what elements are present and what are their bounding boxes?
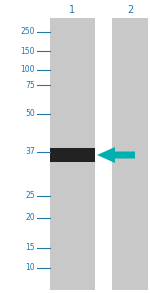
Bar [50,148,95,162]
Text: 20: 20 [25,214,35,222]
Text: 150: 150 [21,47,35,55]
Bar [50,18,95,290]
Text: 15: 15 [25,243,35,253]
Bar [112,18,148,290]
Polygon shape [97,147,135,163]
Text: 25: 25 [25,192,35,200]
Text: 10: 10 [25,263,35,272]
Text: 2: 2 [127,5,133,15]
Text: 37: 37 [25,147,35,156]
Text: 250: 250 [21,28,35,37]
Text: 100: 100 [21,66,35,74]
Text: 1: 1 [69,5,75,15]
Text: 50: 50 [25,110,35,118]
Text: 75: 75 [25,81,35,89]
